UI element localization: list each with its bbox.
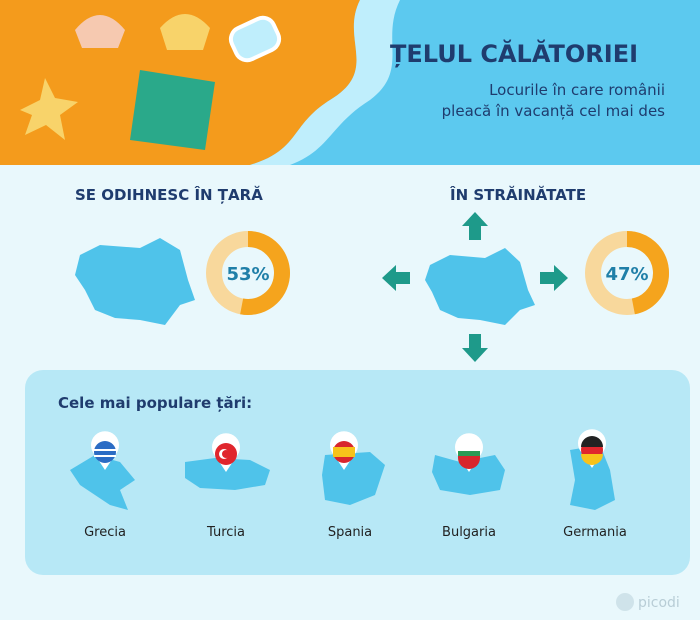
percent-label: 53% (226, 264, 269, 285)
country-label: Grecia (84, 525, 126, 540)
country-label: Germania (563, 525, 627, 540)
donut-arc (240, 231, 290, 315)
country-map (570, 445, 615, 510)
arrow (540, 265, 568, 291)
country-label: Spania (328, 525, 372, 540)
brand-logo (616, 593, 634, 611)
title: ȚELUL CĂLĂTORIEI (390, 38, 638, 68)
country-map (432, 455, 505, 495)
flag-turkey (212, 433, 240, 472)
arrow (462, 334, 488, 362)
subtitle: pleacă în vacanță cel mai des (442, 102, 666, 120)
starfish (20, 78, 78, 140)
flag-bulgaria (454, 433, 484, 472)
shell (75, 15, 125, 48)
arrow (382, 265, 410, 291)
map-icon (130, 70, 215, 150)
arrow (462, 212, 488, 240)
country-label: Bulgaria (442, 525, 496, 540)
section-title: SE ODIHNESC ÎN ȚARĂ (75, 185, 263, 204)
flag-spain (330, 431, 359, 470)
section-title: ÎN STRĂINĂTATE (450, 185, 586, 204)
country-map (185, 458, 270, 490)
donut-arc (626, 231, 669, 315)
percent-label: 47% (605, 264, 648, 285)
mask-icon (228, 15, 282, 63)
country-label: Turcia (206, 525, 245, 540)
country-map (322, 452, 385, 505)
country-map (70, 455, 135, 510)
panel-title: Cele mai populare țări: (58, 394, 252, 412)
flag-greece (90, 431, 120, 470)
subtitle: Locurile în care românii (489, 81, 665, 99)
romania-map (75, 238, 195, 325)
wave (250, 0, 400, 165)
brand: picodi (638, 595, 680, 611)
flag-germany (578, 429, 606, 468)
shell (160, 14, 210, 50)
romania-map (425, 248, 535, 325)
